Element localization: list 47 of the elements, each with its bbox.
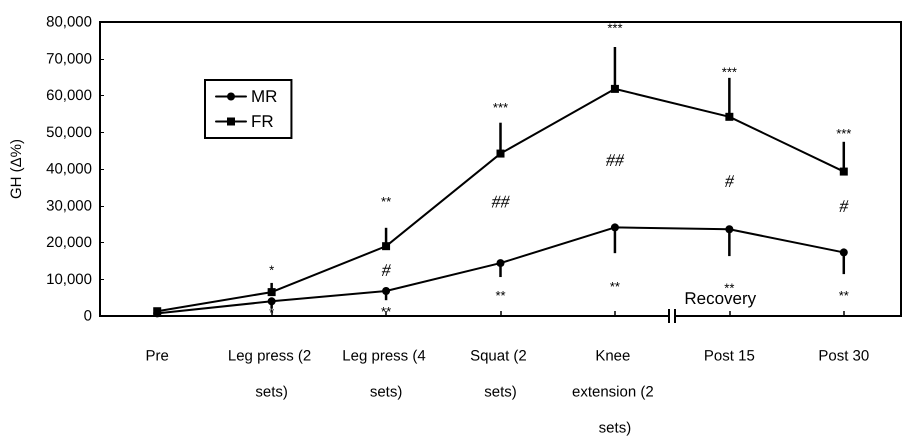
y-tick-label: 80,000: [46, 14, 92, 30]
annotation: ##: [492, 191, 510, 212]
y-tick-label: 60,000: [46, 87, 92, 104]
annotation: **: [495, 288, 506, 303]
point: [496, 259, 504, 268]
annotation: ##: [606, 150, 625, 170]
point: [268, 288, 276, 296]
point: [153, 307, 162, 316]
point: [725, 225, 734, 234]
point: [725, 112, 734, 121]
y-tick-label: 20,000: [46, 234, 92, 251]
y-tick-label: 10,000: [46, 270, 92, 288]
annotation: #: [382, 260, 392, 280]
category-label: Leg press (2 sets): [228, 348, 312, 400]
category-label: Leg press (4 sets): [342, 348, 426, 400]
y-tick-label: 0: [84, 308, 92, 324]
legend-label: FR: [251, 112, 274, 131]
point: [840, 248, 848, 256]
category-label: Knee extension (2 sets): [572, 348, 654, 436]
point: [268, 297, 276, 306]
annotation: ***: [722, 64, 737, 80]
y-tick-label: 40,000: [46, 160, 92, 178]
point: [382, 287, 390, 296]
x-tick-label: Post 30: [818, 348, 870, 364]
point: [610, 84, 619, 93]
x-tick-label: Post 15: [704, 348, 755, 364]
annotation: #: [724, 170, 735, 191]
annotation: ***: [492, 100, 508, 115]
x-tick-label: Pre: [146, 348, 169, 364]
y-axis-title: GH (Δ%): [8, 138, 25, 200]
category-label: Squat (2 sets): [470, 348, 527, 400]
point: [610, 223, 619, 232]
annotation: #: [839, 196, 850, 216]
y-tick-label: 30,000: [46, 197, 92, 214]
annotation: **: [381, 304, 392, 320]
annotation: **: [610, 279, 620, 294]
point: [840, 168, 848, 176]
legend-label: MR: [251, 87, 278, 106]
point: [496, 150, 504, 158]
annotation: **: [381, 194, 392, 209]
annotation: ***: [836, 126, 852, 142]
annotation: ***: [607, 20, 623, 36]
y-tick-label: 50,000: [46, 124, 92, 141]
y-tick-label: 70,000: [46, 50, 92, 68]
annotation: **: [838, 288, 849, 303]
annotation: *: [269, 262, 274, 278]
point: [382, 242, 390, 250]
